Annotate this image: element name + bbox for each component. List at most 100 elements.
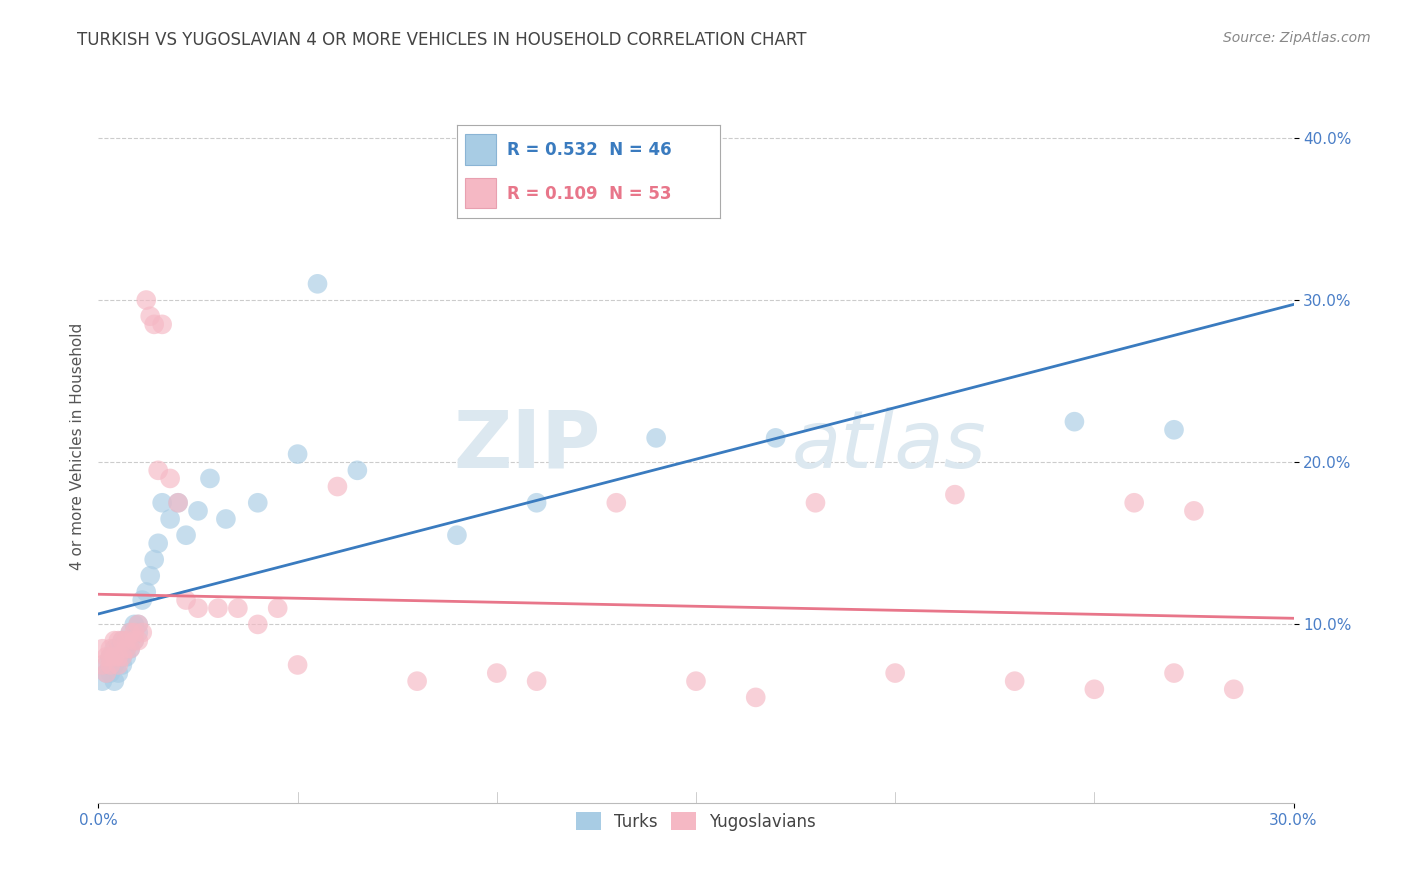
Point	[1004, 674, 1026, 689]
Point	[127, 617, 149, 632]
Point	[267, 601, 290, 615]
Point	[111, 633, 134, 648]
Point	[115, 633, 138, 648]
Point	[98, 666, 122, 681]
Y-axis label: 4 or more Vehicles in Household: 4 or more Vehicles in Household	[69, 322, 84, 570]
Point	[246, 496, 269, 510]
Point	[287, 657, 309, 672]
Point	[127, 625, 149, 640]
Point	[120, 641, 142, 656]
Point	[103, 674, 125, 689]
Point	[111, 649, 134, 664]
Point	[111, 657, 134, 672]
Point	[1163, 423, 1185, 437]
Point	[111, 649, 134, 664]
Point	[124, 617, 146, 632]
Legend: Turks, Yugoslavians: Turks, Yugoslavians	[569, 805, 823, 838]
Point	[148, 536, 170, 550]
Point	[326, 479, 349, 493]
Point	[120, 625, 142, 640]
Point	[98, 649, 122, 664]
Point	[198, 471, 221, 485]
Point	[98, 649, 122, 664]
Point	[287, 447, 309, 461]
Point	[91, 657, 114, 672]
Point	[1123, 496, 1146, 510]
Point	[1083, 682, 1105, 697]
Point	[127, 633, 149, 648]
Point	[139, 568, 162, 582]
Point	[115, 633, 138, 648]
Point	[406, 674, 429, 689]
Point	[685, 674, 707, 689]
Point	[98, 657, 122, 672]
Point	[96, 649, 118, 664]
Point	[107, 657, 129, 672]
Point	[804, 496, 827, 510]
Point	[124, 633, 146, 648]
Point	[115, 641, 138, 656]
Point	[143, 552, 166, 566]
Point	[174, 593, 197, 607]
Point	[167, 496, 190, 510]
Point	[745, 690, 768, 705]
Point	[150, 318, 173, 332]
Point	[159, 512, 181, 526]
Point	[91, 674, 114, 689]
Point	[526, 674, 548, 689]
Point	[96, 657, 118, 672]
Point	[115, 641, 138, 656]
Point	[1223, 682, 1246, 697]
Point	[107, 641, 129, 656]
Point	[1063, 415, 1085, 429]
Point	[103, 649, 125, 664]
Point	[96, 666, 118, 681]
Text: ZIP: ZIP	[453, 407, 600, 485]
Point	[187, 504, 209, 518]
Text: Source: ZipAtlas.com: Source: ZipAtlas.com	[1223, 31, 1371, 45]
Point	[346, 463, 368, 477]
Point	[1163, 666, 1185, 681]
Point	[645, 431, 668, 445]
Point	[150, 496, 173, 510]
Point	[246, 617, 269, 632]
Text: atlas: atlas	[792, 407, 987, 485]
Point	[107, 649, 129, 664]
Point	[884, 666, 907, 681]
Point	[215, 512, 238, 526]
Point	[96, 666, 118, 681]
Point	[207, 601, 229, 615]
Point	[159, 471, 181, 485]
Point	[120, 641, 142, 656]
Point	[446, 528, 468, 542]
Point	[127, 617, 149, 632]
Point	[131, 625, 153, 640]
Point	[120, 625, 142, 640]
Point	[485, 666, 508, 681]
Point	[131, 593, 153, 607]
Point	[107, 666, 129, 681]
Point	[167, 496, 190, 510]
Point	[174, 528, 197, 542]
Point	[103, 633, 125, 648]
Point	[148, 463, 170, 477]
Point	[526, 496, 548, 510]
Point	[120, 633, 142, 648]
Point	[143, 318, 166, 332]
Point	[107, 649, 129, 664]
Point	[124, 625, 146, 640]
Point	[943, 488, 966, 502]
Point	[103, 657, 125, 672]
Point	[605, 496, 627, 510]
Point	[115, 649, 138, 664]
Point	[124, 633, 146, 648]
Point	[135, 585, 157, 599]
Point	[111, 633, 134, 648]
Point	[107, 633, 129, 648]
Point	[103, 641, 125, 656]
Point	[139, 310, 162, 324]
Point	[98, 641, 122, 656]
Point	[187, 601, 209, 615]
Point	[307, 277, 329, 291]
Point	[1182, 504, 1205, 518]
